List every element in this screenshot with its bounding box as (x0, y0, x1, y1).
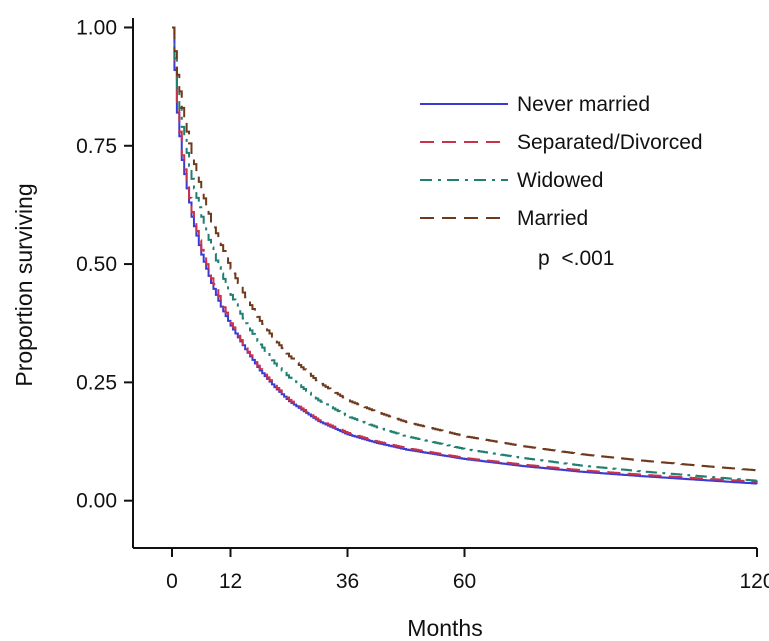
y-tick-label: 0.25 (76, 371, 117, 394)
y-tick-label: 0.50 (76, 253, 117, 276)
x-axis-title: Months (407, 615, 482, 641)
x-tick-label: 60 (453, 570, 476, 593)
x-tick-label: 36 (336, 570, 359, 593)
series-line-4 (172, 26, 758, 472)
series-line-2 (172, 26, 758, 483)
x-tick-label: 12 (219, 570, 242, 593)
x-ticks: 0 12 36 60 120 (166, 548, 769, 593)
series-line-1 (172, 26, 758, 485)
x-tick-label: 120 (739, 570, 769, 593)
axes: 0.00 0.25 0.50 0.75 1.00 0 12 36 60 120 (76, 16, 769, 593)
p-value-annotation: p <.001 (538, 247, 614, 270)
y-tick-label: 0.75 (76, 135, 117, 158)
series-line-3 (172, 26, 758, 482)
x-tick-label: 0 (166, 570, 178, 593)
y-tick-label: 1.00 (76, 16, 117, 39)
legend-label-2: Separated/Divorced (517, 131, 703, 154)
y-ticks: 0.00 0.25 0.50 0.75 1.00 (76, 16, 133, 513)
legend-label-1: Never married (517, 93, 650, 116)
series-layer (172, 26, 758, 485)
y-axis-title: Proportion surviving (11, 183, 37, 386)
y-tick-label: 0.00 (76, 490, 117, 513)
legend-label-3: Widowed (517, 169, 603, 192)
legend-label-4: Married (517, 207, 588, 230)
legend: Never married Separated/Divorced Widowed Ma… (420, 93, 703, 230)
